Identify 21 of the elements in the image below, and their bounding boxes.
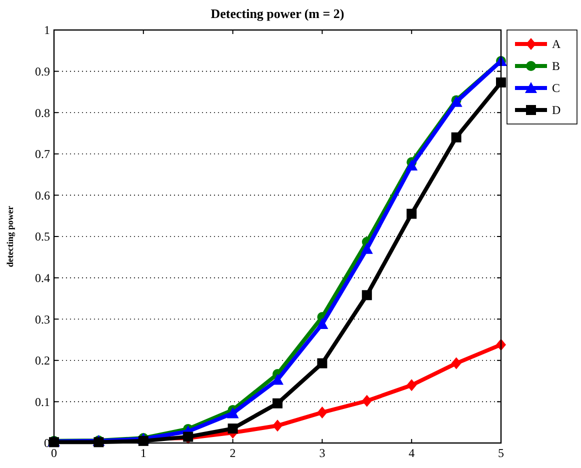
x-tick-label: 2 [230, 446, 236, 460]
y-tick-label: 0.4 [35, 271, 50, 285]
y-tick-label: 1 [44, 23, 50, 38]
x-tick-label: 1 [140, 446, 146, 460]
chart-title: Detecting power (m = 2) [210, 6, 344, 21]
x-tick-label: 3 [319, 446, 326, 460]
y-axis-title: detecting power [5, 206, 15, 268]
y-tick-label: 0.7 [35, 147, 50, 162]
y-tick-label: 0.3 [35, 312, 50, 326]
y-tick-label: 0.1 [35, 394, 50, 409]
y-tick-label: 0.8 [35, 106, 50, 120]
y-tick-label: 0.2 [35, 354, 50, 368]
x-tick-label: 4 [408, 446, 415, 460]
y-tick-label: 0.6 [35, 188, 50, 202]
x-tick-label: 5 [498, 446, 504, 460]
legend-label: D [552, 103, 561, 118]
legend-label: C [552, 81, 560, 96]
y-tick-label: 0.9 [35, 64, 50, 78]
y-tick-label: 0.5 [35, 230, 50, 244]
legend-label: B [552, 59, 560, 74]
legend-label: A [552, 37, 561, 52]
